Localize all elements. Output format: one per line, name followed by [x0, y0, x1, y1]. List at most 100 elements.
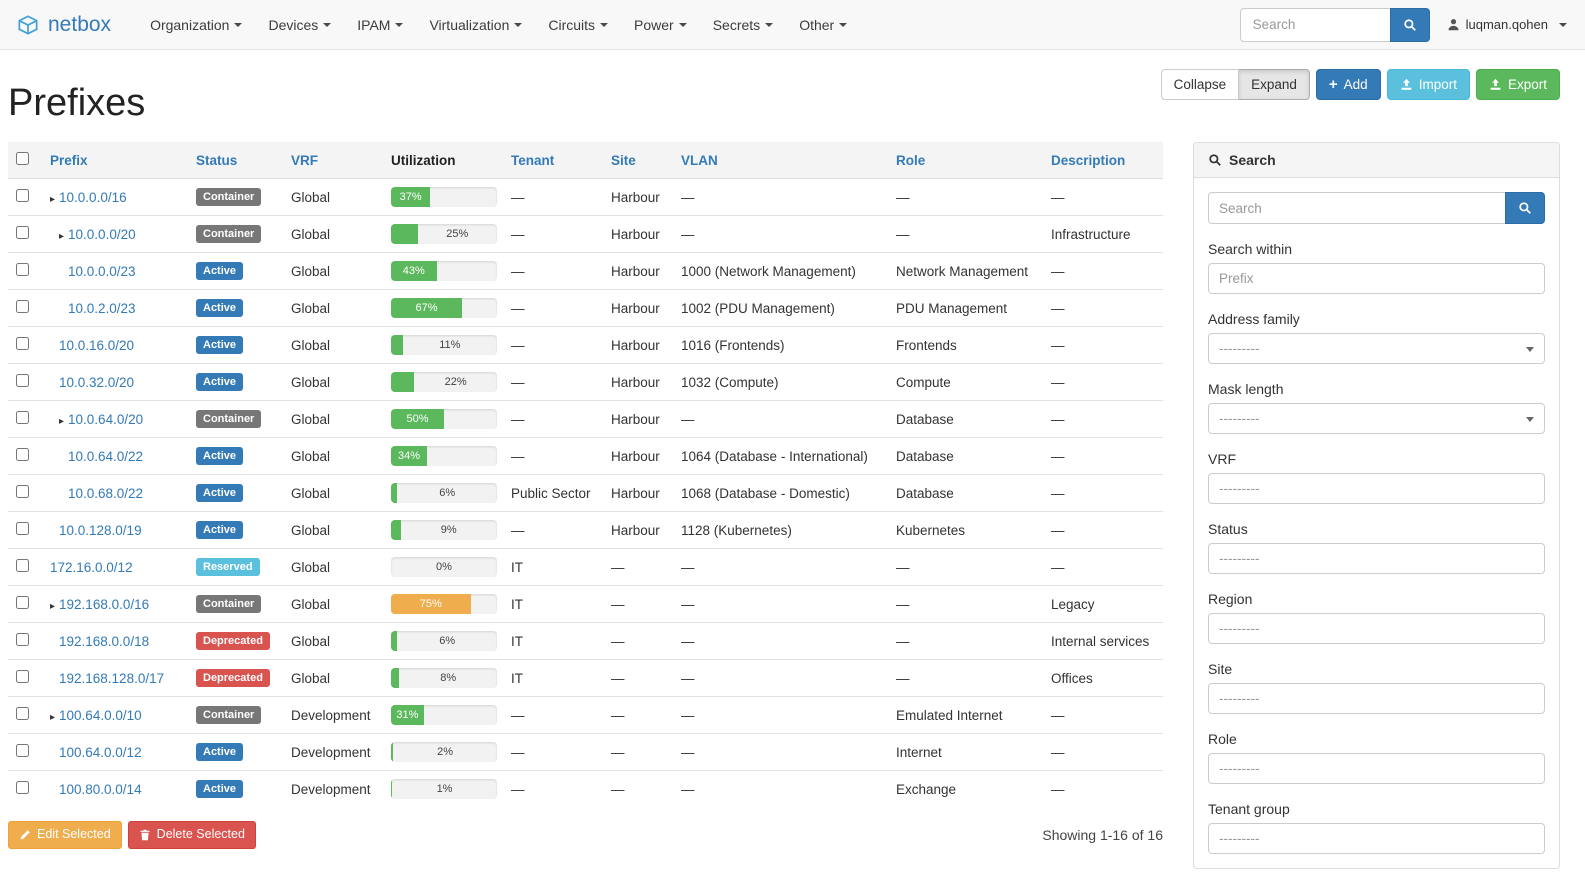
- import-button[interactable]: Import: [1386, 69, 1470, 101]
- role-cell[interactable]: Database: [888, 400, 1043, 438]
- column-header-prefix[interactable]: Prefix: [42, 142, 188, 179]
- prefix-link[interactable]: 192.168.128.0/17: [59, 670, 165, 686]
- filter-status-select[interactable]: ---------: [1208, 543, 1545, 574]
- select-all-checkbox[interactable]: [16, 152, 29, 165]
- expand-arrow-icon[interactable]: ▸: [50, 193, 56, 205]
- vrf-cell[interactable]: Development: [283, 696, 383, 734]
- tenant-cell[interactable]: IT: [503, 659, 603, 697]
- tenant-cell[interactable]: IT: [503, 585, 603, 623]
- user-menu[interactable]: luqman.qohen: [1447, 17, 1567, 32]
- vlan-cell[interactable]: 1002 (PDU Management): [673, 289, 888, 327]
- role-cell[interactable]: PDU Management: [888, 289, 1043, 327]
- expand-arrow-icon[interactable]: ▸: [50, 711, 56, 723]
- role-cell[interactable]: Frontends: [888, 326, 1043, 364]
- row-checkbox[interactable]: [16, 189, 29, 202]
- nav-menu-ipam[interactable]: IPAM: [344, 0, 416, 50]
- column-header-role[interactable]: Role: [888, 142, 1043, 179]
- filter-mask-length-select[interactable]: ---------: [1208, 403, 1545, 434]
- nav-menu-devices[interactable]: Devices: [255, 0, 344, 50]
- prefix-link[interactable]: 172.16.0.0/12: [50, 559, 133, 575]
- filter-tenant-group-select[interactable]: ---------: [1208, 823, 1545, 854]
- vlan-cell[interactable]: 1000 (Network Management): [673, 252, 888, 290]
- row-checkbox[interactable]: [16, 670, 29, 683]
- expand-arrow-icon[interactable]: ▸: [59, 415, 65, 427]
- column-header-vlan[interactable]: VLAN: [673, 142, 888, 179]
- site-cell[interactable]: Harbour: [603, 437, 673, 475]
- navbar-search-input[interactable]: [1239, 7, 1390, 42]
- site-cell[interactable]: Harbour: [603, 363, 673, 401]
- prefix-link[interactable]: 10.0.32.0/20: [59, 374, 135, 390]
- sidebar-search-button[interactable]: [1505, 192, 1545, 224]
- role-cell[interactable]: Network Management: [888, 252, 1043, 290]
- role-cell[interactable]: Emulated Internet: [888, 696, 1043, 734]
- role-cell[interactable]: Database: [888, 474, 1043, 512]
- netbox-brand[interactable]: netbox: [15, 12, 111, 38]
- expand-arrow-icon[interactable]: ▸: [50, 600, 56, 612]
- vlan-cell[interactable]: 1064 (Database - International): [673, 437, 888, 475]
- nav-menu-secrets[interactable]: Secrets: [700, 0, 786, 50]
- expand-arrow-icon[interactable]: ▸: [59, 230, 65, 242]
- row-checkbox[interactable]: [16, 596, 29, 609]
- prefix-link[interactable]: 192.168.0.0/16: [59, 596, 150, 612]
- filter-site-select[interactable]: ---------: [1208, 683, 1545, 714]
- edit-selected-button[interactable]: Edit Selected: [8, 821, 122, 849]
- prefix-link[interactable]: 10.0.2.0/23: [68, 300, 136, 316]
- role-cell[interactable]: Internet: [888, 733, 1043, 771]
- vlan-cell[interactable]: 1016 (Frontends): [673, 326, 888, 364]
- nav-menu-virtualization[interactable]: Virtualization: [416, 0, 535, 50]
- prefix-link[interactable]: 100.64.0.0/10: [59, 707, 142, 723]
- row-checkbox[interactable]: [16, 485, 29, 498]
- role-cell[interactable]: Compute: [888, 363, 1043, 401]
- row-checkbox[interactable]: [16, 263, 29, 276]
- column-header-vrf[interactable]: VRF: [283, 142, 383, 179]
- column-header-tenant[interactable]: Tenant: [503, 142, 603, 179]
- prefix-link[interactable]: 10.0.64.0/20: [68, 411, 144, 427]
- row-checkbox[interactable]: [16, 522, 29, 535]
- prefix-link[interactable]: 10.0.128.0/19: [59, 522, 142, 538]
- site-cell[interactable]: Harbour: [603, 289, 673, 327]
- filter-search-within-input[interactable]: [1208, 263, 1545, 294]
- prefix-link[interactable]: 10.0.0.0/23: [68, 263, 136, 279]
- row-checkbox[interactable]: [16, 374, 29, 387]
- role-cell[interactable]: Database: [888, 437, 1043, 475]
- filter-region-select[interactable]: ---------: [1208, 613, 1545, 644]
- filter-vrf-select[interactable]: ---------: [1208, 473, 1545, 504]
- prefix-link[interactable]: 10.0.68.0/22: [68, 485, 144, 501]
- column-header-site[interactable]: Site: [603, 142, 673, 179]
- row-checkbox[interactable]: [16, 300, 29, 313]
- prefix-link[interactable]: 10.0.0.0/20: [68, 226, 136, 242]
- export-button[interactable]: Export: [1475, 69, 1560, 101]
- nav-menu-other[interactable]: Other: [786, 0, 860, 50]
- role-cell[interactable]: Exchange: [888, 770, 1043, 807]
- nav-menu-organization[interactable]: Organization: [137, 0, 255, 50]
- nav-menu-power[interactable]: Power: [621, 0, 700, 50]
- tenant-cell[interactable]: Public Sector: [503, 474, 603, 512]
- prefix-link[interactable]: 100.80.0.0/14: [59, 781, 142, 797]
- prefix-link[interactable]: 10.0.0.0/16: [59, 189, 127, 205]
- prefix-link[interactable]: 10.0.16.0/20: [59, 337, 135, 353]
- tenant-cell[interactable]: IT: [503, 622, 603, 660]
- filter-role-select[interactable]: ---------: [1208, 753, 1545, 784]
- collapse-button[interactable]: Collapse: [1160, 69, 1240, 101]
- row-checkbox[interactable]: [16, 707, 29, 720]
- add-button[interactable]: + Add: [1315, 69, 1381, 101]
- filter-address-family-select[interactable]: ---------: [1208, 333, 1545, 364]
- site-cell[interactable]: Harbour: [603, 326, 673, 364]
- prefix-link[interactable]: 192.168.0.0/18: [59, 633, 150, 649]
- prefix-link[interactable]: 10.0.64.0/22: [68, 448, 144, 464]
- vlan-cell[interactable]: 1032 (Compute): [673, 363, 888, 401]
- nav-menu-circuits[interactable]: Circuits: [535, 0, 621, 50]
- navbar-search-button[interactable]: [1389, 7, 1430, 42]
- row-checkbox[interactable]: [16, 337, 29, 350]
- vrf-cell[interactable]: Development: [283, 733, 383, 771]
- site-cell[interactable]: Harbour: [603, 215, 673, 253]
- row-checkbox[interactable]: [16, 411, 29, 424]
- row-checkbox[interactable]: [16, 781, 29, 794]
- prefix-link[interactable]: 100.64.0.0/12: [59, 744, 142, 760]
- site-cell[interactable]: Harbour: [603, 511, 673, 549]
- sidebar-search-input[interactable]: [1208, 192, 1505, 224]
- tenant-cell[interactable]: IT: [503, 548, 603, 586]
- delete-selected-button[interactable]: Delete Selected: [127, 821, 256, 849]
- site-cell[interactable]: Harbour: [603, 400, 673, 438]
- expand-button[interactable]: Expand: [1239, 69, 1310, 101]
